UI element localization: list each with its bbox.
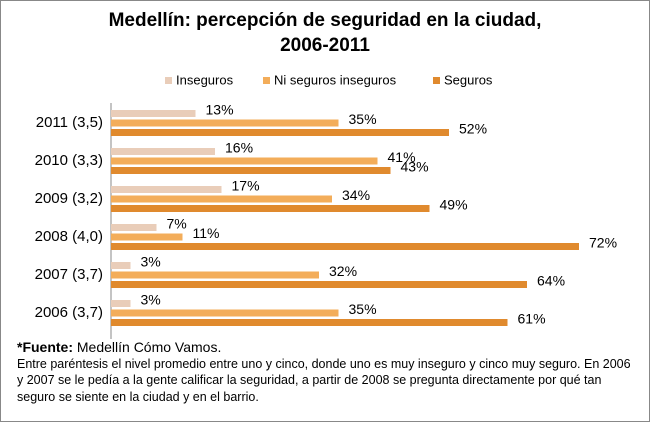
bar (111, 205, 430, 212)
bar (111, 157, 378, 165)
value-label: 3% (141, 254, 161, 270)
value-label: 64% (537, 273, 565, 289)
y-tick-label: 2009 (3,2) (35, 190, 103, 207)
legend-swatch (263, 77, 270, 84)
chart: Medellín: percepción de seguridad en la … (35, 10, 617, 339)
value-label: 72% (589, 235, 617, 251)
bar (111, 300, 131, 307)
bar (111, 224, 157, 231)
value-label: 3% (141, 292, 161, 308)
bar (111, 148, 215, 155)
value-label: 32% (329, 263, 357, 279)
bar (111, 309, 339, 317)
bar (111, 281, 527, 288)
value-label: 43% (401, 159, 429, 175)
source-label: *Fuente: (17, 339, 73, 355)
chart-subtitle: 2006-2011 (280, 35, 370, 56)
value-label: 61% (518, 311, 546, 327)
source-text: Medellín Cómo Vamos. (76, 339, 222, 355)
y-tick-label: 2011 (3,5) (36, 114, 103, 131)
chart-title: Medellín: percepción de seguridad en la … (109, 10, 542, 31)
bar (111, 186, 222, 193)
legend-swatch (433, 77, 440, 84)
bar (111, 233, 183, 241)
value-label: 11% (193, 225, 220, 241)
bar (111, 195, 332, 203)
y-tick-label: 2006 (3,7) (35, 304, 103, 321)
value-label: 49% (440, 197, 468, 213)
legend-label: Ni seguros inseguros (274, 72, 397, 87)
value-label: 52% (459, 121, 487, 137)
bar (111, 110, 196, 117)
legend-swatch (165, 77, 172, 84)
bar (111, 243, 579, 250)
value-label: 35% (349, 111, 377, 127)
source: *Fuente: Medellín Cómo Vamos. (17, 339, 637, 356)
value-label: 34% (342, 187, 370, 203)
bar (111, 129, 449, 136)
value-label: 13% (206, 102, 234, 118)
y-tick-label: 2010 (3,3) (35, 152, 103, 169)
bar (111, 167, 391, 174)
note: Entre paréntesis el nivel promedio entre… (17, 356, 631, 404)
y-tick-label: 2008 (4,0) (35, 228, 103, 245)
bar (111, 262, 131, 269)
footnote: *Fuente: Medellín Cómo Vamos. Entre paré… (17, 339, 637, 405)
value-label: 7% (167, 216, 187, 232)
y-tick-label: 2007 (3,7) (35, 266, 103, 283)
legend-label: Inseguros (176, 72, 234, 87)
value-label: 35% (349, 301, 377, 317)
value-label: 16% (225, 140, 253, 156)
value-label: 41% (388, 149, 416, 165)
legend-label: Seguros (444, 72, 493, 87)
bar (111, 119, 339, 127)
value-label: 17% (232, 178, 260, 194)
bar (111, 319, 508, 326)
bar (111, 271, 319, 279)
